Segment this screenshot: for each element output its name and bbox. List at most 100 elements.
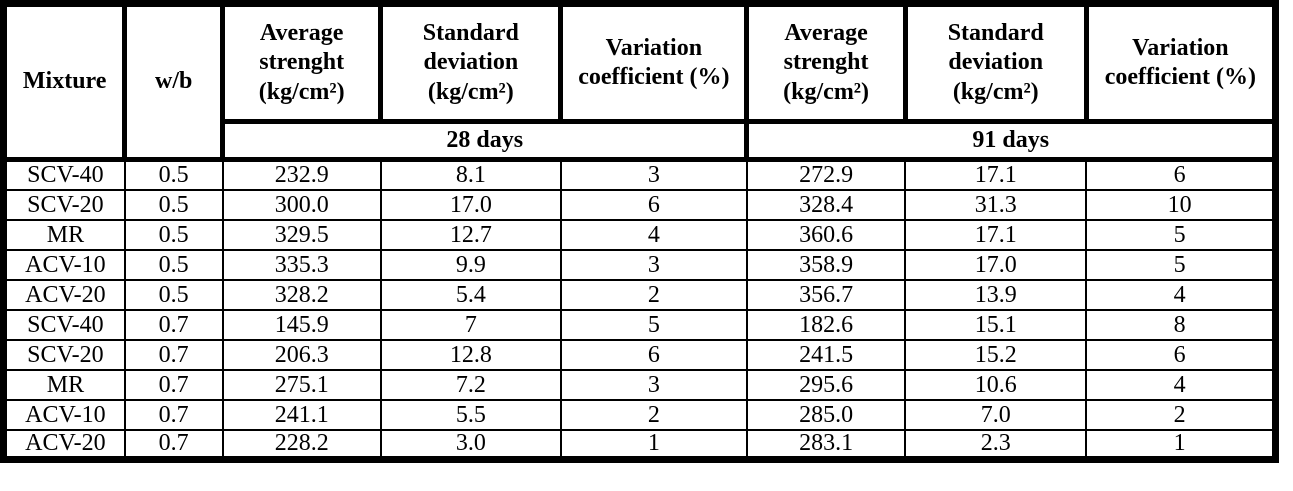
- cell-std-dev-91d: 2.3: [904, 428, 1088, 461]
- cell-avg-strength-91d: 272.9: [745, 158, 907, 191]
- cell-std-dev-28d: 17.0: [379, 188, 562, 221]
- table-row: SCV-40 0.5 232.9 8.1 3 272.9 17.1 6: [2, 158, 1277, 191]
- table-row: SCV-20 0.7 206.3 12.8 6 241.5 15.2 6: [2, 338, 1277, 371]
- cell-std-dev-28d: 5.4: [379, 278, 562, 311]
- cell-std-dev-28d: 12.8: [379, 338, 562, 371]
- cell-mixture: SCV-20: [2, 338, 126, 371]
- header-std-dev-91d: Standard deviation (kg/cm²): [902, 1, 1089, 124]
- cell-std-dev-91d: 17.1: [904, 218, 1088, 251]
- cell-avg-strength-91d: 358.9: [745, 248, 907, 281]
- header-avg-strength-28d: Average strenght (kg/cm²): [220, 1, 384, 124]
- table-row: ACV-20 0.5 328.2 5.4 2 356.7 13.9 4: [2, 278, 1277, 311]
- table-row: MR 0.7 275.1 7.2 3 295.6 10.6 4: [2, 368, 1277, 401]
- cell-std-dev-91d: 15.2: [904, 338, 1088, 371]
- cell-var-coeff-91d: 10: [1085, 188, 1277, 221]
- cell-avg-strength-91d: 295.6: [745, 368, 907, 401]
- cell-var-coeff-28d: 2: [559, 278, 748, 311]
- cell-avg-strength-91d: 241.5: [745, 338, 907, 371]
- cell-std-dev-28d: 12.7: [379, 218, 562, 251]
- cell-mixture: MR: [2, 218, 126, 251]
- cell-var-coeff-91d: 5: [1085, 248, 1277, 281]
- cell-avg-strength-91d: 182.6: [745, 308, 907, 341]
- cell-var-coeff-28d: 1: [559, 428, 748, 461]
- cell-mixture: SCV-40: [2, 308, 126, 341]
- table-row: SCV-40 0.7 145.9 7 5 182.6 15.1 8: [2, 308, 1277, 341]
- header-var-coeff-28d: Variation coefficient (%): [558, 1, 750, 124]
- cell-var-coeff-28d: 4: [559, 218, 748, 251]
- cell-std-dev-28d: 7.2: [379, 368, 562, 401]
- header-group-91-days: 91 days: [744, 119, 1278, 162]
- cell-avg-strength-28d: 145.9: [221, 308, 382, 341]
- cell-var-coeff-91d: 8: [1085, 308, 1277, 341]
- cell-avg-strength-91d: 356.7: [745, 278, 907, 311]
- cell-wb: 0.5: [123, 278, 224, 311]
- cell-avg-strength-28d: 328.2: [221, 278, 382, 311]
- cell-avg-strength-28d: 206.3: [221, 338, 382, 371]
- cell-mixture: SCV-20: [2, 188, 126, 221]
- cell-avg-strength-91d: 328.4: [745, 188, 907, 221]
- cell-mixture: SCV-40: [2, 158, 126, 191]
- cell-wb: 0.5: [123, 158, 224, 191]
- cell-wb: 0.5: [123, 188, 224, 221]
- header-wb: w/b: [122, 1, 226, 162]
- cell-avg-strength-28d: 228.2: [221, 428, 382, 461]
- cell-mixture: ACV-20: [2, 428, 126, 461]
- age-group-row: 28 days 91 days: [4, 119, 1278, 162]
- cell-avg-strength-28d: 335.3: [221, 248, 382, 281]
- mixture-strength-table: Mixture w/b Average strenght (kg/cm²) St…: [0, 0, 1279, 463]
- cell-std-dev-91d: 17.1: [904, 158, 1088, 191]
- cell-wb: 0.7: [123, 368, 224, 401]
- cell-wb: 0.7: [123, 428, 224, 461]
- cell-var-coeff-91d: 2: [1085, 398, 1277, 431]
- cell-avg-strength-91d: 360.6: [745, 218, 907, 251]
- cell-avg-strength-91d: 285.0: [745, 398, 907, 431]
- cell-avg-strength-28d: 300.0: [221, 188, 382, 221]
- cell-var-coeff-91d: 6: [1085, 338, 1277, 371]
- cell-var-coeff-91d: 6: [1085, 158, 1277, 191]
- cell-avg-strength-28d: 329.5: [221, 218, 382, 251]
- table-row: ACV-10 0.5 335.3 9.9 3 358.9 17.0 5: [2, 248, 1277, 281]
- cell-var-coeff-91d: 1: [1085, 428, 1277, 461]
- cell-mixture: ACV-20: [2, 278, 126, 311]
- cell-var-coeff-28d: 2: [559, 398, 748, 431]
- cell-avg-strength-28d: 232.9: [221, 158, 382, 191]
- cell-var-coeff-91d: 4: [1085, 278, 1277, 311]
- cell-std-dev-28d: 9.9: [379, 248, 562, 281]
- cell-var-coeff-28d: 3: [559, 158, 748, 191]
- table-row: SCV-20 0.5 300.0 17.0 6 328.4 31.3 10: [2, 188, 1277, 221]
- header-var-coeff-91d: Variation coefficient (%): [1083, 1, 1279, 124]
- cell-std-dev-28d: 5.5: [379, 398, 562, 431]
- cell-avg-strength-28d: 241.1: [221, 398, 382, 431]
- cell-wb: 0.7: [123, 308, 224, 341]
- cell-mixture: MR: [2, 368, 126, 401]
- cell-avg-strength-28d: 275.1: [221, 368, 382, 401]
- cell-std-dev-91d: 13.9: [904, 278, 1088, 311]
- cell-wb: 0.7: [123, 398, 224, 431]
- cell-std-dev-91d: 10.6: [904, 368, 1088, 401]
- cell-std-dev-91d: 7.0: [904, 398, 1088, 431]
- cell-wb: 0.7: [123, 338, 224, 371]
- cell-std-dev-91d: 15.1: [904, 308, 1088, 341]
- cell-var-coeff-28d: 6: [559, 188, 748, 221]
- cell-wb: 0.5: [123, 248, 224, 281]
- header-row: Mixture w/b Average strenght (kg/cm²) St…: [0, 1, 1279, 162]
- cell-std-dev-91d: 31.3: [904, 188, 1088, 221]
- cell-std-dev-28d: 8.1: [379, 158, 562, 191]
- cell-var-coeff-91d: 5: [1085, 218, 1277, 251]
- cell-var-coeff-28d: 6: [559, 338, 748, 371]
- table-row: ACV-20 0.7 228.2 3.0 1 283.1 2.3 1: [2, 428, 1277, 461]
- cell-var-coeff-91d: 4: [1085, 368, 1277, 401]
- cell-std-dev-28d: 7: [379, 308, 562, 341]
- cell-var-coeff-28d: 5: [559, 308, 748, 341]
- table-row: MR 0.5 329.5 12.7 4 360.6 17.1 5: [2, 218, 1277, 251]
- cell-wb: 0.5: [123, 218, 224, 251]
- table-row: ACV-10 0.7 241.1 5.5 2 285.0 7.0 2: [2, 398, 1277, 431]
- cell-avg-strength-91d: 283.1: [745, 428, 907, 461]
- header-std-dev-28d: Standard deviation (kg/cm²): [378, 1, 564, 124]
- header-mixture: Mixture: [0, 1, 128, 162]
- cell-mixture: ACV-10: [2, 398, 126, 431]
- header-avg-strength-91d: Average strenght (kg/cm²): [744, 1, 908, 124]
- cell-std-dev-91d: 17.0: [904, 248, 1088, 281]
- cell-var-coeff-28d: 3: [559, 248, 748, 281]
